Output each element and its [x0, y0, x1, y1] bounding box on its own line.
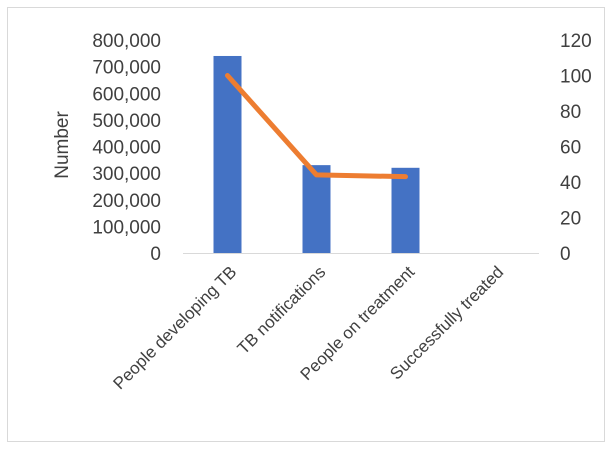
y-axis-title: Number — [52, 111, 73, 179]
y-tick-label-left: 0 — [150, 244, 161, 265]
y-tick-label-left: 200,000 — [92, 191, 161, 212]
y-tick-label-left: 500,000 — [92, 111, 161, 132]
y-tick-label-right: 0 — [560, 244, 571, 265]
y-tick-label-right: 60 — [560, 138, 581, 159]
y-tick-label-right: 100 — [560, 67, 592, 88]
bar — [303, 165, 331, 253]
y-tick-label-left: 700,000 — [92, 58, 161, 79]
y-tick-label-left: 600,000 — [92, 84, 161, 105]
y-tick-label-right: 120 — [560, 31, 592, 52]
y-tick-label-left: 300,000 — [92, 164, 161, 185]
y-tick-label-left: 800,000 — [92, 31, 161, 52]
y-tick-label-right: 40 — [560, 173, 581, 194]
y-tick-label-right: 80 — [560, 102, 581, 123]
y-tick-label-left: 100,000 — [92, 217, 161, 238]
bar — [392, 168, 420, 253]
y-tick-label-right: 20 — [560, 209, 581, 230]
y-axis-left: 0 100,000 200,000 300,000 400,000 500,000 600,… — [92, 31, 161, 265]
y-tick-label-left: 400,000 — [92, 138, 161, 159]
